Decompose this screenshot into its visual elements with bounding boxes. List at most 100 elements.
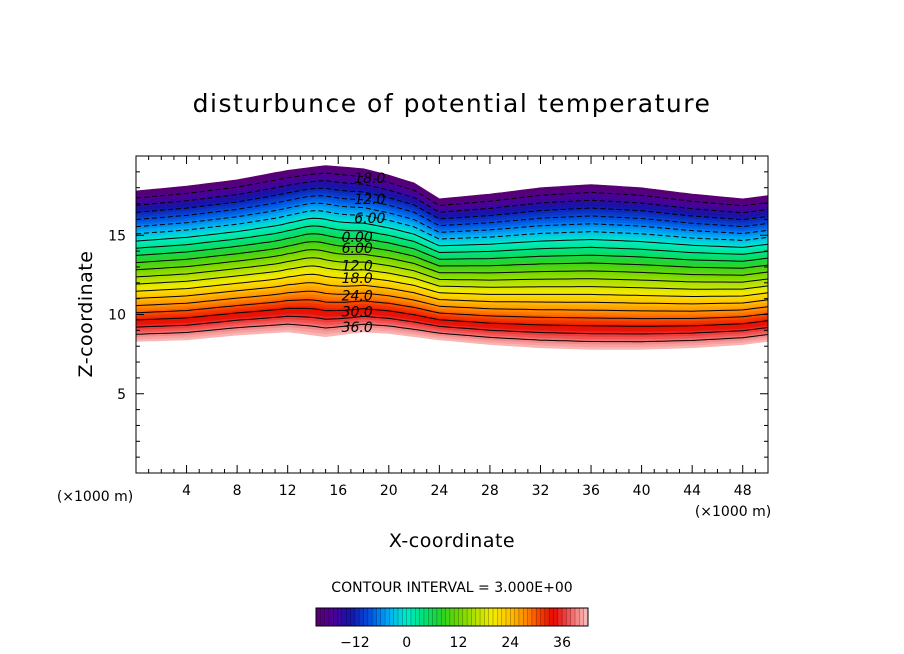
x-tick-label: 12 xyxy=(279,483,297,499)
colorbar-cell xyxy=(514,608,520,626)
colorbar-cell xyxy=(441,608,446,626)
y-tick-label: 5 xyxy=(117,387,126,403)
colorbar-cell xyxy=(406,608,412,626)
colorbar-cell xyxy=(415,608,421,626)
contour-line xyxy=(136,315,768,335)
x-unit-right: (×1000 m) xyxy=(695,504,771,520)
colorbar-cell xyxy=(575,608,580,626)
colorbar-tick-label: −12 xyxy=(340,635,370,651)
x-axis-label: X-coordinate xyxy=(389,530,515,552)
colorbar-tick-label: 36 xyxy=(553,635,571,651)
colorbar-cell xyxy=(467,608,472,626)
colorbar-cell xyxy=(398,608,403,626)
contour-line xyxy=(136,225,768,255)
colorbar-cell xyxy=(544,608,550,626)
colorbar-cell xyxy=(471,608,477,626)
colorbar-cell xyxy=(449,608,455,626)
colorbar-cell xyxy=(505,608,511,626)
contour-line xyxy=(136,202,768,235)
y-tick-label: 10 xyxy=(108,308,126,324)
x-tick-label: 48 xyxy=(734,483,752,499)
contour-line xyxy=(136,290,768,312)
colorbar-cell xyxy=(445,608,451,626)
x-tick-label: 8 xyxy=(233,483,242,499)
colorbar-cell xyxy=(359,608,364,626)
contour-line xyxy=(136,307,768,327)
colorbar-cell xyxy=(393,608,399,626)
x-axis: 4 8 12 16 20 24 28 32 36 40 44 48 xyxy=(148,156,756,499)
contour-label: 12.0 xyxy=(354,192,385,208)
colorbar-cell xyxy=(341,608,347,626)
colorbar-cell xyxy=(458,608,464,626)
colorbar-cell xyxy=(316,608,321,626)
colorbar-cell xyxy=(570,608,576,626)
contour-label: 6.00 xyxy=(354,211,385,227)
contour-line xyxy=(136,217,768,248)
contour-label: 36.0 xyxy=(342,320,373,336)
colorbar-cell xyxy=(372,608,377,626)
colorbar-cell xyxy=(493,608,498,626)
colorbar-cell xyxy=(389,608,395,626)
colorbar-cell xyxy=(385,608,390,626)
colorbar-cell xyxy=(488,608,494,626)
x-tick-label: 20 xyxy=(380,483,398,499)
y-axis: 5 10 15 xyxy=(108,171,768,458)
colorbar-cell xyxy=(540,608,546,626)
colorbar-cell xyxy=(432,608,438,626)
colorbar-cell xyxy=(501,608,507,626)
colorbar-cell xyxy=(475,608,481,626)
colorbar-cell xyxy=(423,608,429,626)
contour-interval: CONTOUR INTERVAL = 3.000E+00 xyxy=(331,580,572,596)
colorbar-cell xyxy=(454,608,459,626)
colorbar-cell xyxy=(354,608,360,626)
colorbar-cell xyxy=(363,608,369,626)
colorbar-tick-label: 0 xyxy=(402,635,411,651)
colorbar-cell xyxy=(562,608,567,626)
contour-band xyxy=(136,165,768,202)
contour-line xyxy=(136,172,768,207)
contour-field xyxy=(136,165,768,350)
colorbar-cell xyxy=(324,608,330,626)
contour-line xyxy=(136,249,768,276)
colorbar-cell xyxy=(380,608,386,626)
colorbar-cell xyxy=(320,608,326,626)
contour-label: 12.0 xyxy=(342,258,373,274)
colorbar-cell xyxy=(583,608,589,626)
contour-line xyxy=(136,187,768,221)
colorbar-cell xyxy=(531,608,537,626)
x-tick-label: 24 xyxy=(430,483,448,499)
colorbar-cell xyxy=(518,608,524,626)
colorbar-cell xyxy=(333,608,338,626)
colorbar-cell xyxy=(428,608,433,626)
contour-label: 18.0 xyxy=(354,171,385,187)
contour-line xyxy=(136,282,768,305)
colorbar-cell xyxy=(557,608,563,626)
contour-line xyxy=(136,323,768,343)
colorbar-cell xyxy=(376,608,382,626)
contour-line xyxy=(136,241,768,269)
y-tick-label: 15 xyxy=(108,228,126,244)
colorbar-frame xyxy=(315,607,589,627)
x-tick-label: 44 xyxy=(683,483,701,499)
colorbar-tick-label: 24 xyxy=(501,635,519,651)
colorbar-cell xyxy=(536,608,541,626)
contour-line xyxy=(136,265,768,290)
chart-title: disturbunce of potential temperature xyxy=(193,89,712,118)
colorbar-cell xyxy=(579,608,585,626)
colorbar-cell xyxy=(346,608,351,626)
x-unit-left: (×1000 m) xyxy=(57,489,133,505)
x-tick-label: 32 xyxy=(532,483,550,499)
contour-line xyxy=(136,195,768,228)
colorbar-cell xyxy=(328,608,334,626)
contour-line xyxy=(136,299,768,320)
colorbar-cell xyxy=(484,608,490,626)
colorbar-cell xyxy=(410,608,416,626)
contour-label: 24.0 xyxy=(342,288,373,304)
x-tick-label: 28 xyxy=(481,483,499,499)
contour-label: 18.0 xyxy=(342,271,373,287)
contour-line xyxy=(136,210,768,242)
colorbar-cell xyxy=(367,608,373,626)
colorbar: −12 0 12 24 36 xyxy=(315,607,589,651)
